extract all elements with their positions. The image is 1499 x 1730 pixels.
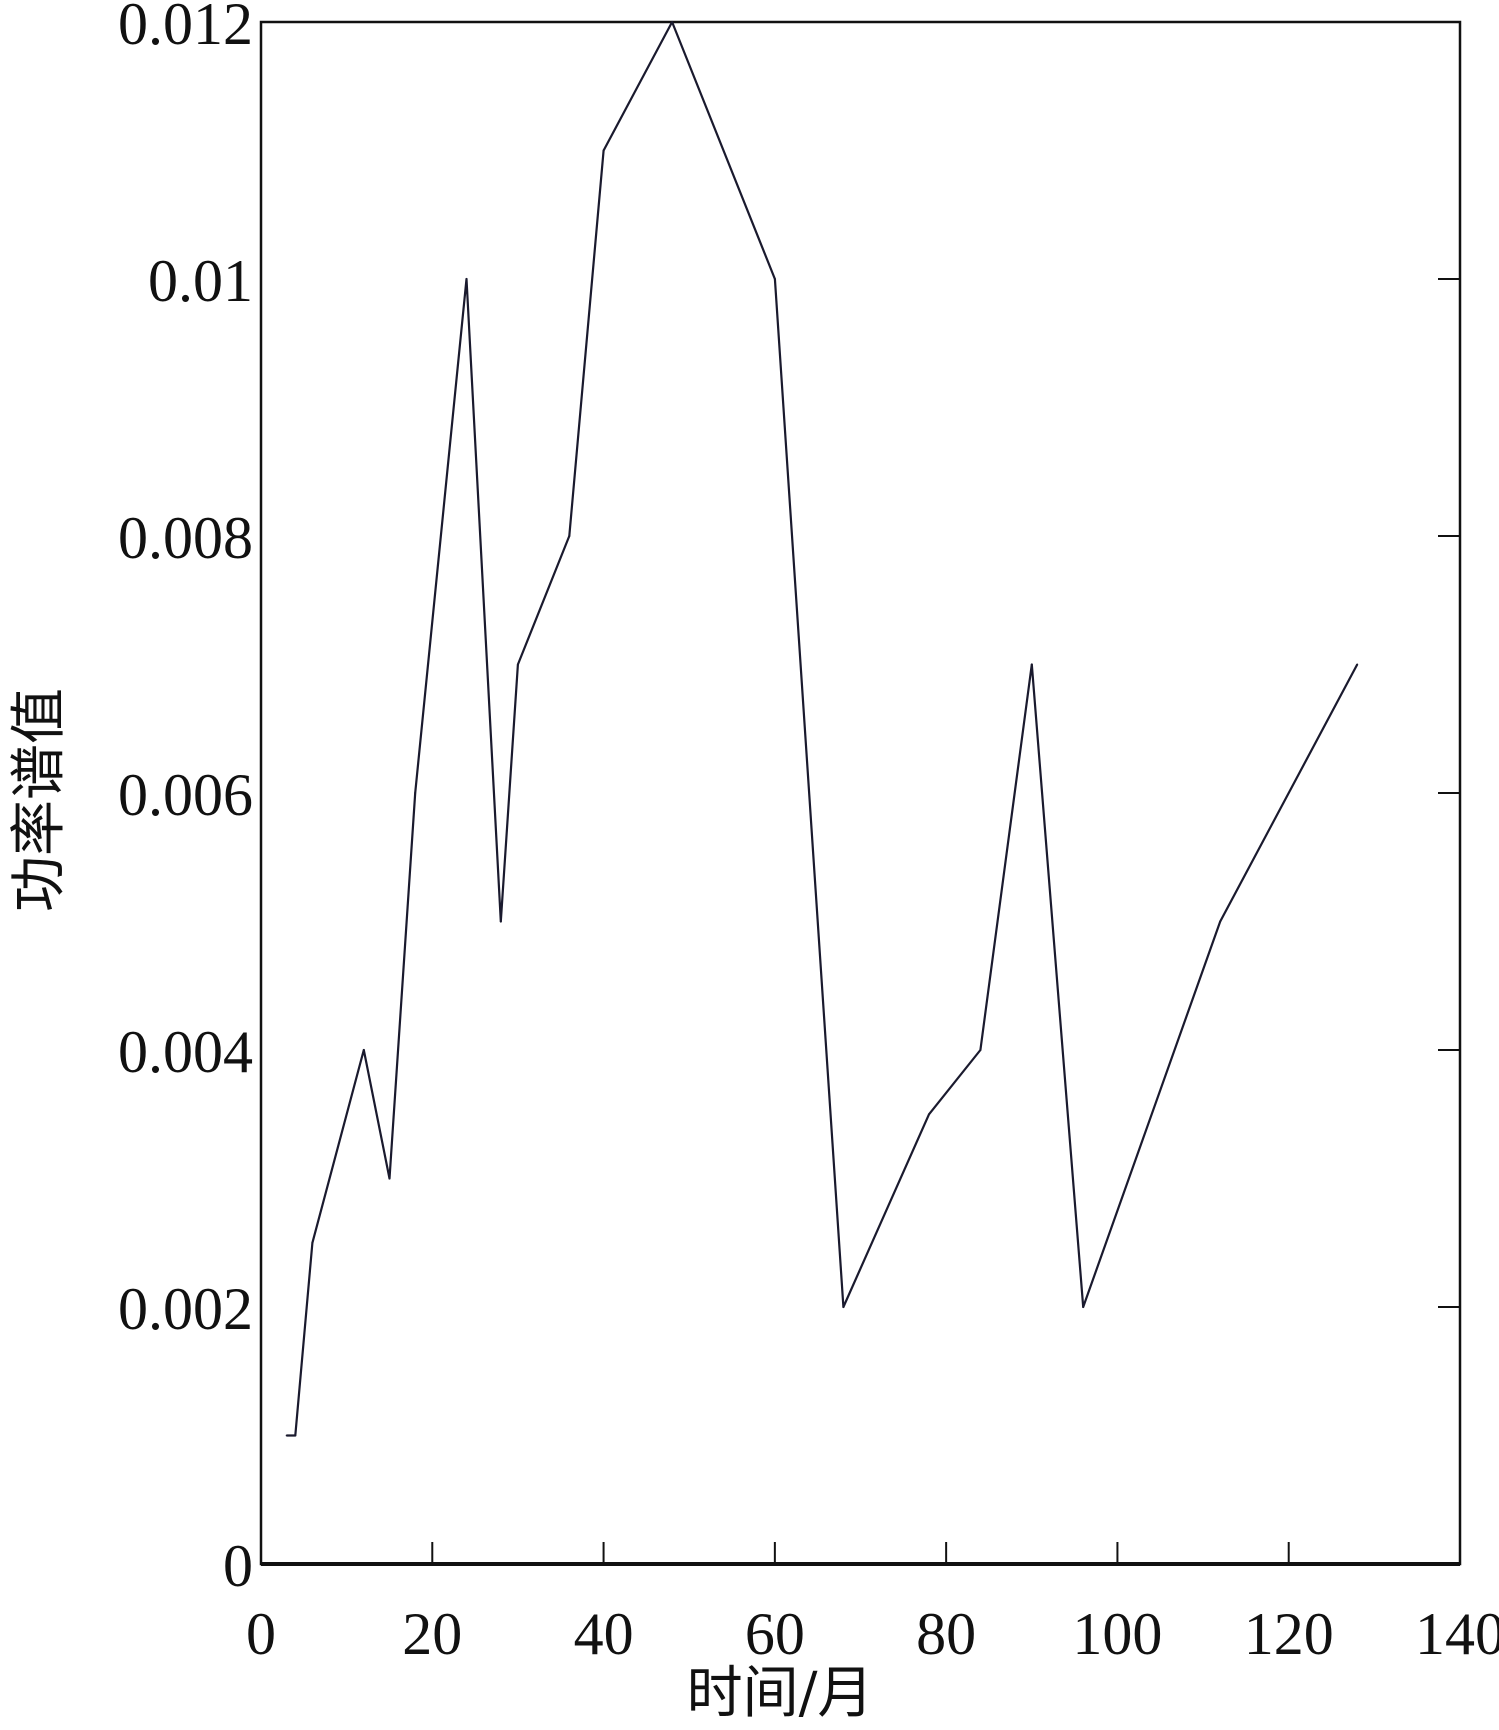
y-tick-label: 0.01 — [148, 248, 253, 314]
y-tick-label: 0 — [223, 1533, 253, 1599]
series-line — [286, 20, 1359, 1437]
x-tick-label: 40 — [574, 1601, 634, 1667]
data-point — [294, 1434, 297, 1437]
data-point — [928, 1113, 931, 1116]
y-tick-label: 0.006 — [118, 762, 253, 828]
data-point — [842, 1306, 845, 1308]
data-point — [516, 663, 519, 666]
data-point — [671, 21, 674, 23]
data-point — [414, 792, 417, 794]
x-tick-labels: 0 20 40 60 80 100 120 140 — [246, 1601, 1499, 1667]
y-tick-labels: 0 0.002 0.004 0.006 0.008 0.01 0.012 — [118, 0, 253, 1599]
x-tick-label: 20 — [402, 1601, 462, 1667]
data-point — [362, 1049, 365, 1051]
data-point — [568, 535, 571, 537]
y-tick-label: 0.004 — [118, 1019, 253, 1085]
y-tick-label: 0.012 — [118, 0, 253, 57]
x-tick-label: 120 — [1244, 1601, 1334, 1667]
x-tick-label: 80 — [916, 1601, 976, 1667]
x-axis-title: 时间/月 — [687, 1661, 874, 1726]
data-point — [602, 149, 605, 152]
x-tick-label: 140 — [1415, 1601, 1499, 1667]
data-point — [979, 1049, 982, 1051]
x-tick-label: 60 — [745, 1601, 805, 1667]
data-points — [285, 21, 1359, 1437]
data-point — [388, 1177, 391, 1180]
data-point — [1356, 663, 1359, 666]
x-tick-label: 100 — [1072, 1601, 1162, 1667]
data-point — [285, 1434, 288, 1437]
axis-ticks — [260, 21, 1461, 1565]
data-point — [1219, 920, 1222, 923]
y-axis-title: 功率谱值 — [7, 688, 72, 912]
data-point — [773, 278, 776, 280]
data-point — [465, 278, 468, 280]
data-point — [1082, 1306, 1085, 1308]
y-tick-label: 0.008 — [118, 505, 253, 571]
x-tick-label: 0 — [246, 1601, 276, 1667]
data-point — [499, 920, 502, 923]
plot-frame — [259, 20, 1462, 1566]
data-point — [1030, 663, 1033, 666]
data-point — [311, 1241, 314, 1244]
y-tick-label: 0.002 — [118, 1276, 253, 1342]
